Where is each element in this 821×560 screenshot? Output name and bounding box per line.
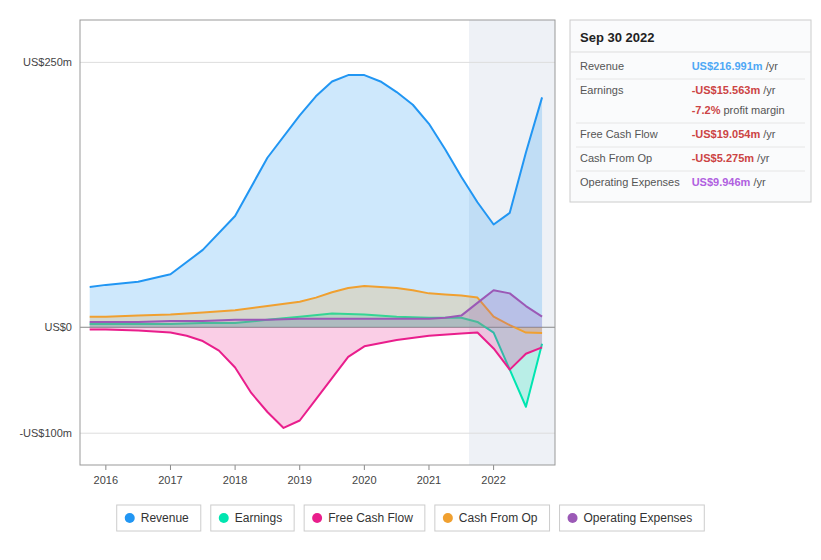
legend-box <box>304 505 425 531</box>
legend-box <box>560 505 705 531</box>
info-value: -US$15.563m <box>692 84 761 96</box>
x-tick <box>235 465 236 470</box>
info-label: Operating Expenses <box>580 176 680 188</box>
legend-label: Revenue <box>141 511 189 525</box>
legend: Revenue Earnings Free Cash Flow Cash From O… <box>117 505 705 531</box>
info-separator <box>576 79 805 80</box>
chart: -US$100mUS$0US$250m201620172018201920202… <box>0 0 821 560</box>
x-tick-label: 2016 <box>94 474 118 486</box>
info-value: US$216.991m <box>692 60 763 72</box>
series-area <box>90 75 542 327</box>
x-tick <box>364 465 365 470</box>
grid-line <box>80 62 555 63</box>
info-label: Revenue <box>580 60 624 72</box>
legend-swatch <box>312 513 322 523</box>
info-separator <box>570 52 811 53</box>
info-sub-text: profit margin <box>720 104 784 116</box>
y-tick-label: US$0 <box>44 321 72 333</box>
legend-label: Earnings <box>235 511 282 525</box>
legend-swatch <box>219 513 229 523</box>
series-area <box>90 327 542 428</box>
info-label: Free Cash Flow <box>580 128 658 140</box>
legend-swatch <box>568 513 578 523</box>
series-group <box>90 75 542 428</box>
legend-swatch <box>125 513 135 523</box>
y-tick-label: US$250m <box>23 56 72 68</box>
info-box: Sep 30 2022 Revenue Earnings Free Cash Flow… <box>570 20 811 202</box>
legend-box <box>435 505 550 531</box>
info-suffix: /yr <box>763 60 779 72</box>
plot-frame <box>80 20 555 465</box>
info-title: Sep 30 2022 <box>580 30 654 45</box>
info-suffix: /yr <box>760 84 776 96</box>
x-tick-label: 2022 <box>481 474 505 486</box>
series-line <box>90 286 542 333</box>
legend-label: Free Cash Flow <box>328 511 413 525</box>
series-line <box>90 290 542 322</box>
x-tick-label: 2020 <box>352 474 376 486</box>
info-sub-value: -7.2% <box>692 104 721 116</box>
legend-swatch <box>443 513 453 523</box>
legend-box <box>117 505 201 531</box>
info-separator <box>576 123 805 124</box>
info-value: -US$5.275m <box>692 152 755 164</box>
info-suffix: /yr <box>754 152 770 164</box>
y-grid <box>80 62 555 433</box>
x-tick <box>170 465 171 470</box>
y-tick-label: -US$100m <box>19 427 72 439</box>
x-tick <box>299 465 300 470</box>
legend-box <box>211 505 294 531</box>
x-axis: 2016 2017 2018 2019 2020 2021 2022 <box>94 465 506 486</box>
x-tick <box>493 465 494 470</box>
legend-label: Operating Expenses <box>584 511 693 525</box>
x-tick-label: 2017 <box>158 474 182 486</box>
info-suffix: /yr <box>750 176 766 188</box>
series-line <box>90 75 542 287</box>
series-area <box>90 290 542 327</box>
info-box-frame <box>570 20 811 202</box>
legend-label: Cash From Op <box>459 511 538 525</box>
x-tick-label: 2018 <box>223 474 247 486</box>
info-label: Earnings <box>580 84 624 96</box>
grid-line <box>80 433 555 434</box>
x-tick <box>428 465 429 470</box>
series-area <box>90 286 542 333</box>
info-suffix: /yr <box>760 128 776 140</box>
info-separator <box>576 147 805 148</box>
info-label: Cash From Op <box>580 152 652 164</box>
x-tick-label: 2021 <box>417 474 441 486</box>
info-value: US$9.946m <box>692 176 751 188</box>
info-value: -US$19.054m <box>692 128 761 140</box>
x-tick <box>105 465 106 470</box>
x-tick-label: 2019 <box>287 474 311 486</box>
info-separator <box>576 171 805 172</box>
series-line <box>90 329 542 428</box>
